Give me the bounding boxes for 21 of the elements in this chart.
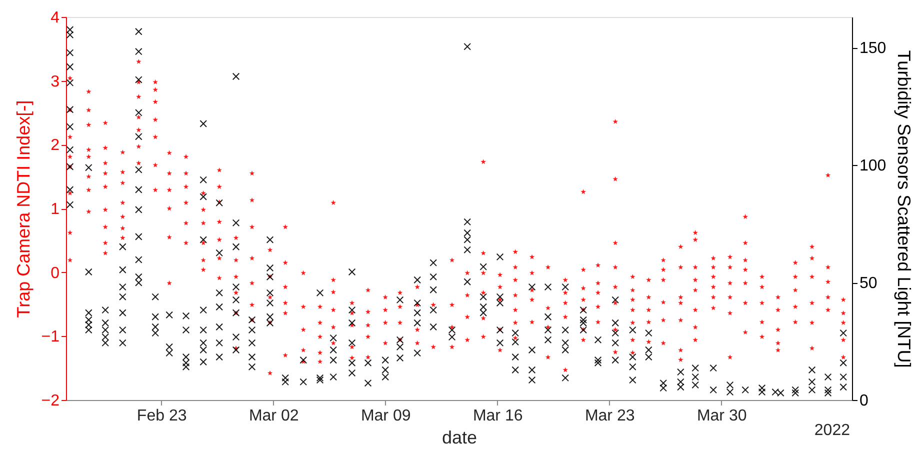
y-tick-label: 0 <box>50 264 60 282</box>
y2-tick-label: 0 <box>860 392 868 410</box>
y2-tick-label: 50 <box>860 275 878 292</box>
y-axis-title: Trap Camera NDTI Index[-] <box>13 100 34 318</box>
y2-tick-label: 150 <box>860 40 886 58</box>
y2-axis-title: Turbidity Sensors Scattered Light [NTU] <box>894 50 914 368</box>
x-tick-label: Mar 16 <box>472 408 523 424</box>
x-tick-label: Mar 02 <box>248 408 299 424</box>
x-tick-label: Mar 09 <box>360 408 411 424</box>
x-tick-label: Mar 30 <box>696 408 747 424</box>
x-tick-label: Mar 23 <box>584 408 635 424</box>
y-tick-label: 1 <box>50 201 60 218</box>
y-tick-label: 3 <box>50 73 60 90</box>
y-tick-label: −1 <box>41 328 60 346</box>
y2-tick-label: 100 <box>860 158 886 175</box>
x-axis-title: date <box>442 428 478 448</box>
y-tick-label: −2 <box>41 392 60 410</box>
y-tick-label: 2 <box>50 137 60 154</box>
text: 2022 <box>814 422 850 439</box>
x-tick-label: Feb 23 <box>136 408 187 424</box>
y-tick-label: 4 <box>50 10 60 26</box>
